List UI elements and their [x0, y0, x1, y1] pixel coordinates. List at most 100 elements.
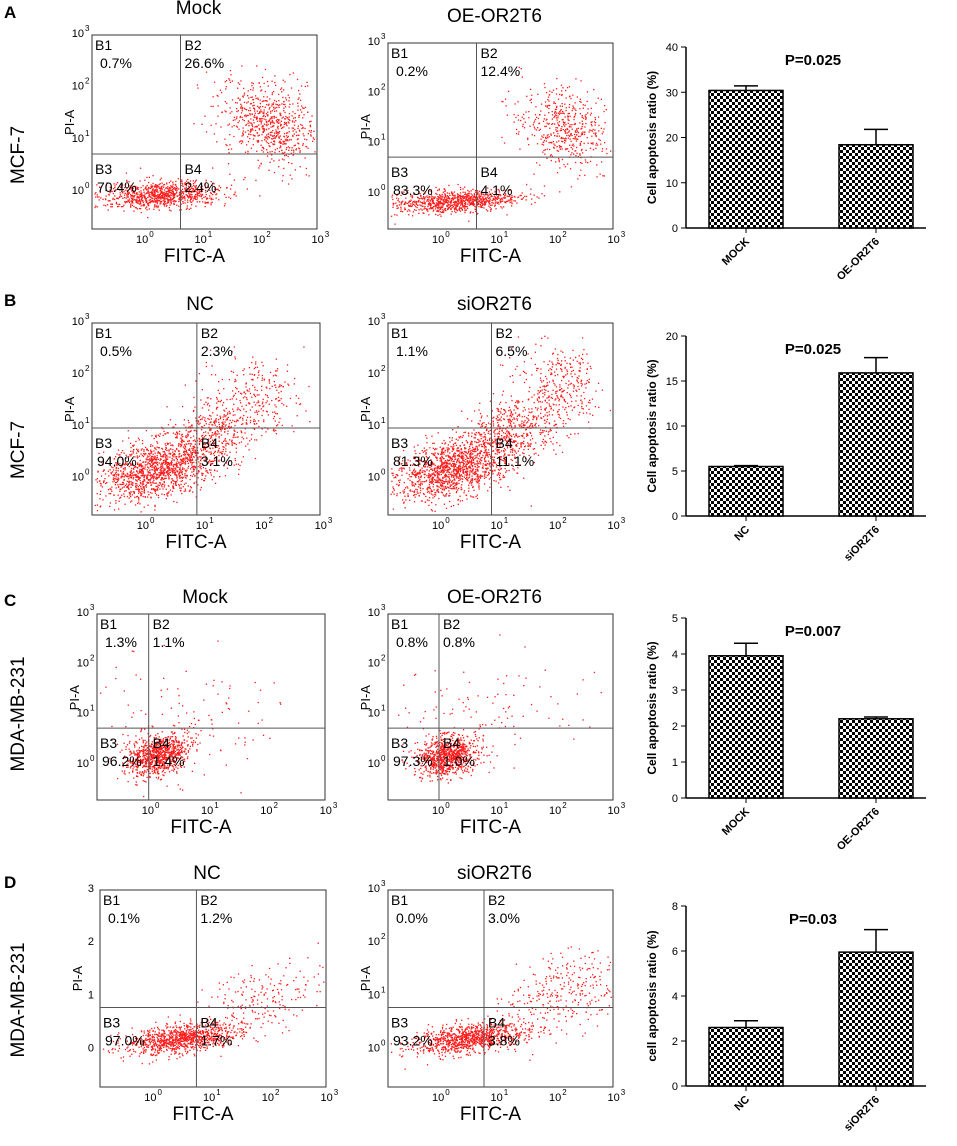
scatter-dot	[530, 98, 532, 100]
scatter-dot	[173, 468, 175, 470]
scatter-dot	[251, 396, 253, 398]
scatter-dot	[222, 416, 224, 418]
scatter-dot	[420, 205, 422, 207]
scatter-dot	[239, 116, 241, 119]
scatter-dot	[165, 447, 168, 449]
scatter-dot	[548, 104, 550, 107]
scatter-dot	[404, 201, 407, 203]
scatter-dot	[264, 139, 266, 141]
scatter-dot	[134, 474, 137, 477]
scatter-dot	[113, 190, 116, 192]
scatter-dot	[207, 201, 209, 203]
scatter-dot	[132, 187, 134, 189]
scatter-dot	[140, 453, 142, 455]
scatter-dot	[141, 475, 143, 477]
scatter-dot	[559, 148, 561, 150]
scatter-dot	[440, 205, 442, 207]
scatter-dot	[291, 127, 293, 129]
scatter-dot	[149, 464, 152, 466]
scatter-dot	[473, 193, 475, 195]
scatter-dot	[147, 466, 149, 468]
scatter-dot	[576, 96, 578, 98]
scatter-dot	[128, 437, 130, 439]
scatter-dot	[438, 202, 440, 204]
scatter-dot	[163, 451, 165, 453]
scatter-dot	[189, 195, 191, 197]
scatter-dot	[240, 107, 242, 109]
scatter-dot	[555, 93, 558, 95]
scatter-dot	[176, 431, 178, 433]
scatter-dot	[131, 475, 133, 477]
scatter-dot	[262, 406, 264, 408]
scatter-dot	[167, 495, 169, 497]
scatter-dot	[278, 106, 280, 108]
scatter-dot	[581, 127, 583, 129]
scatter-dot	[410, 195, 412, 197]
scatter-dot	[552, 140, 555, 143]
scatter-dot	[165, 462, 167, 465]
row-label-c: MDA-MB-231	[8, 656, 29, 771]
scatter-dot	[263, 130, 265, 132]
scatter-dot	[469, 199, 471, 201]
quadrant-id: B3	[95, 435, 112, 451]
scatter-dot	[126, 463, 128, 465]
scatter-dot	[579, 162, 582, 164]
scatter-dot	[282, 116, 284, 118]
scatter-dot	[161, 493, 163, 495]
scatter-dot	[234, 358, 237, 360]
scatter-dot	[281, 127, 284, 129]
scatter-dot	[98, 452, 100, 455]
scatter-dot	[568, 86, 571, 88]
scatter-dot	[154, 186, 156, 188]
scatter-dot	[262, 125, 264, 128]
scatter-dot	[447, 203, 449, 205]
scatter-dot	[156, 195, 158, 197]
scatter-dot	[460, 197, 462, 199]
scatter-dot	[129, 483, 131, 485]
scatter-dot	[510, 197, 512, 199]
scatter-dot	[249, 103, 252, 105]
scatter-dot	[523, 118, 525, 120]
scatter-dot	[598, 138, 600, 140]
scatter-dot	[175, 200, 177, 202]
scatter-dot	[163, 183, 166, 186]
scatter-dot	[463, 200, 465, 202]
scatter-dot	[538, 122, 540, 125]
scatter-dot	[573, 145, 575, 147]
scatter-dot	[269, 98, 271, 100]
scatter-dot	[309, 124, 311, 126]
scatter-dot	[496, 193, 498, 196]
scatter-dot	[278, 120, 280, 122]
scatter-dot	[247, 443, 249, 445]
scatter-dot	[225, 196, 227, 199]
scatter-dot	[270, 112, 272, 114]
quadrant-id: B3	[391, 164, 408, 180]
scatter-dot	[444, 188, 446, 190]
scatter-dot	[155, 198, 158, 200]
scatter-dot	[467, 203, 469, 205]
scatter-dot	[501, 100, 503, 103]
scatter-dot	[126, 187, 128, 189]
scatter-dot	[467, 189, 469, 192]
scatter-dot	[151, 488, 153, 490]
scatter-dot	[594, 134, 596, 136]
scatter-dot	[116, 463, 118, 466]
x-tick-label: 10	[137, 520, 149, 532]
scatter-dot	[133, 466, 135, 468]
scatter-dot	[606, 152, 608, 155]
scatter-dot	[437, 214, 439, 216]
scatter-dot	[157, 205, 160, 207]
scatter-dot	[105, 189, 107, 192]
scatter-dot	[299, 151, 301, 153]
scatter-dot	[250, 118, 252, 120]
scatter-dot	[110, 190, 112, 193]
scatter-dot	[588, 131, 590, 133]
scatter-dot	[256, 366, 259, 368]
scatter-dot	[489, 206, 491, 209]
scatter-dot	[264, 100, 266, 102]
scatter-dot	[280, 397, 282, 400]
scatter-dot	[180, 446, 182, 448]
scatter-dot	[213, 133, 216, 135]
scatter-dot	[215, 433, 217, 435]
scatter-dot	[444, 196, 447, 198]
